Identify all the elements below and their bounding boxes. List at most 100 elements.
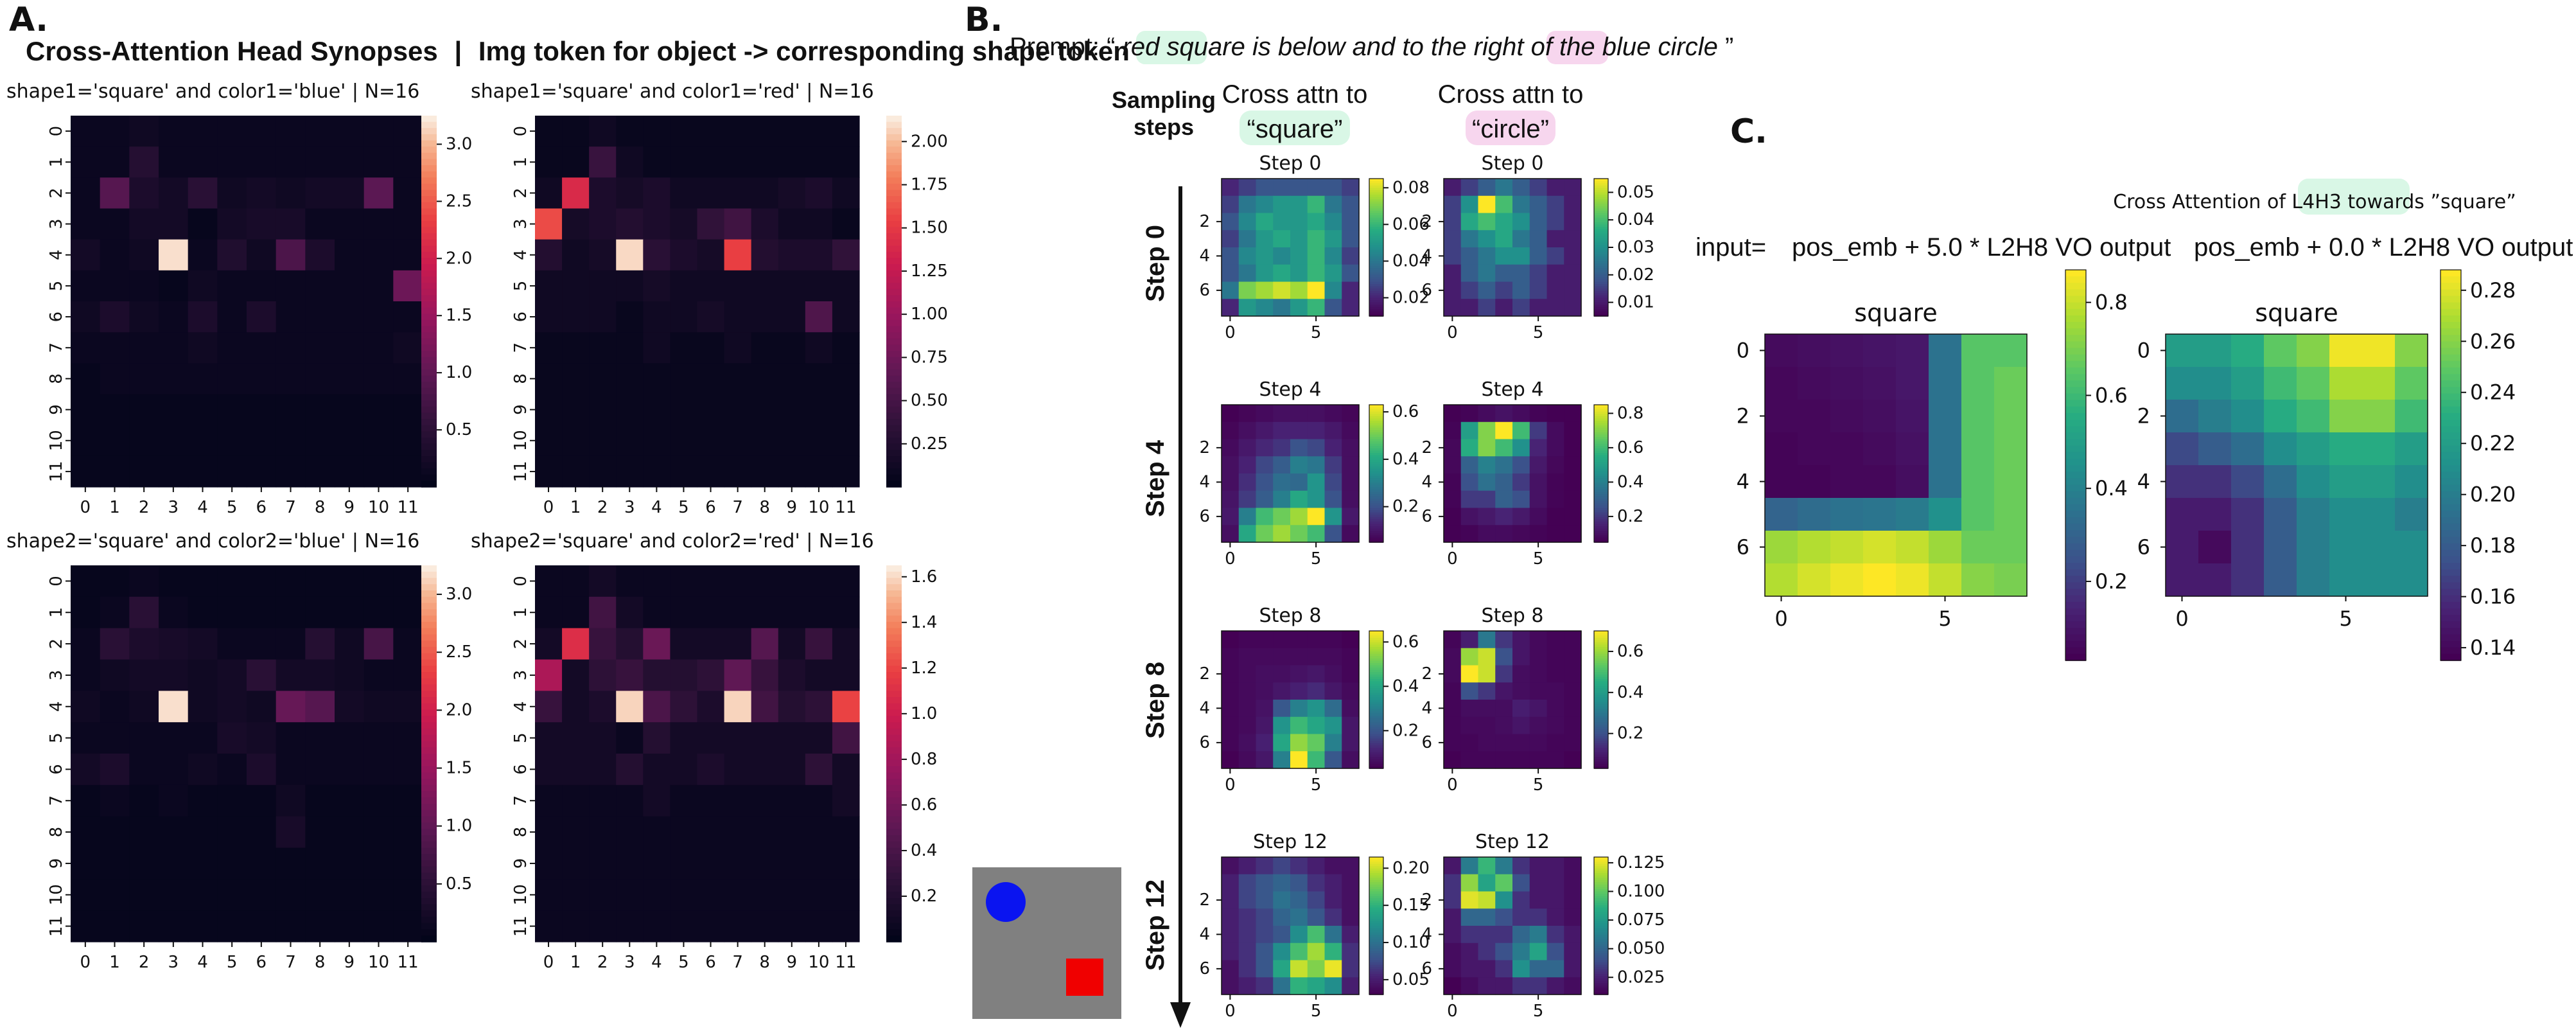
heatmap-cell <box>778 879 806 911</box>
colorbar-segment <box>1594 240 1608 243</box>
heatmap-cell <box>1307 977 1326 995</box>
heatmap-cell <box>1222 525 1240 543</box>
x-tick-label: 9 <box>344 498 355 517</box>
heatmap-cell <box>1564 421 1582 440</box>
heatmap-cell <box>276 301 306 333</box>
colorbar-segment <box>1594 272 1608 276</box>
heatmap-cell <box>335 784 365 817</box>
heatmap-cell <box>589 116 617 147</box>
colorbar-segment <box>886 747 902 754</box>
heatmap-cell <box>71 363 101 395</box>
heatmap-cell <box>616 816 644 849</box>
colorbar-segment <box>1369 427 1383 431</box>
colorbar-segment <box>1369 875 1383 878</box>
heatmap-cell <box>1830 432 1864 466</box>
heatmap-cell <box>217 394 247 426</box>
heatmap-cell <box>2297 334 2330 367</box>
colorbar-segment <box>1369 985 1383 989</box>
colorbar-segment <box>1369 729 1383 732</box>
x-tick-label: 5 <box>1533 549 1544 569</box>
heatmap-cell <box>276 816 306 849</box>
colorbar-segment <box>1594 674 1608 678</box>
heatmap-cell <box>100 910 130 942</box>
colorbar-segment <box>1594 745 1608 748</box>
heatmap-cell <box>1546 648 1564 666</box>
heatmap-cell <box>1290 682 1308 700</box>
heatmap-cell <box>697 456 725 488</box>
heatmap-cell <box>535 146 563 178</box>
colorbar-segment <box>1369 896 1383 899</box>
colorbar-segment <box>886 822 902 829</box>
colorbar-segment <box>1369 973 1383 977</box>
heatmap-cell <box>1994 563 2028 597</box>
heatmap-cell <box>217 879 247 911</box>
heatmap-cell <box>1896 563 1929 597</box>
heatmap-cell <box>188 425 218 457</box>
heatmap-cell <box>247 208 277 240</box>
heatmap-cell <box>1529 421 1548 440</box>
colorbar-segment <box>886 779 902 786</box>
heatmap-cell <box>364 332 394 364</box>
colorbar-tick-label: 0.02 <box>1392 288 1430 307</box>
heatmap-cell <box>1222 977 1240 995</box>
colorbar-segment <box>1594 293 1608 296</box>
heatmap-cell <box>276 691 306 723</box>
colorbar-segment <box>1594 519 1608 522</box>
colorbar-segment <box>1369 912 1383 915</box>
heatmap-cell <box>805 239 833 271</box>
colorbar-segment <box>1594 222 1608 226</box>
colorbar-segment <box>1594 912 1608 915</box>
colorbar-segment <box>886 691 902 698</box>
colorbar-segment <box>886 190 902 197</box>
heatmap-cell <box>2166 334 2199 367</box>
colorbar-segment <box>886 128 902 135</box>
heatmap-cell <box>1222 734 1240 752</box>
colorbar-segment <box>2440 393 2461 401</box>
heatmap-cell <box>1830 531 1864 564</box>
heatmap-cell <box>1495 421 1513 440</box>
heatmap-cell <box>335 722 365 754</box>
x-tick-label: 5 <box>227 953 238 972</box>
y-tick-label: 8 <box>511 373 530 384</box>
colorbar-segment <box>1369 503 1383 506</box>
heatmap-cell <box>1222 281 1240 299</box>
heatmap-cell <box>1307 874 1326 892</box>
heatmap-cell <box>751 910 779 942</box>
colorbar-segment <box>1369 665 1383 668</box>
heatmap-cell <box>1238 247 1257 265</box>
heatmap-cell <box>129 879 159 911</box>
heatmap-cell <box>1564 751 1582 769</box>
heatmap-cell <box>305 394 335 426</box>
colorbar-segment <box>1594 455 1608 458</box>
heatmap-cell <box>1307 891 1326 909</box>
colorbar-segment <box>1369 930 1383 933</box>
colorbar-segment <box>1594 665 1608 668</box>
colorbar-segment <box>1594 983 1608 986</box>
colorbar-segment <box>421 646 437 654</box>
colorbar-segment <box>421 375 437 383</box>
x-tick-label: 9 <box>787 498 798 517</box>
heatmap-cell <box>1342 891 1360 909</box>
heatmap-cell <box>1342 508 1360 526</box>
colorbar-tick-label: 0.2 <box>1617 724 1643 743</box>
colorbar-segment <box>2440 615 2461 622</box>
heatmap-cell <box>1529 648 1548 666</box>
heatmap-cell <box>1512 857 1530 875</box>
heatmap-charts: shape1='square' and color1='blue' | N=16… <box>6 80 2516 1021</box>
colorbar-segment <box>1594 930 1608 933</box>
heatmap-cell <box>1290 648 1308 666</box>
colorbar-segment <box>421 784 437 792</box>
colorbar-segment <box>1369 878 1383 881</box>
colorbar-segment <box>2440 426 2461 434</box>
heatmap-cell <box>535 239 563 271</box>
heatmap-cell <box>589 910 617 942</box>
colorbar-segment <box>421 481 437 488</box>
heatmap-cell <box>670 456 698 488</box>
heatmap-cell <box>616 691 644 723</box>
heatmap-cell <box>1564 230 1582 248</box>
colorbar-segment <box>1594 921 1608 924</box>
heatmap-cell <box>1256 179 1274 197</box>
heatmap-cell <box>393 659 423 691</box>
heatmap-cell <box>805 456 833 488</box>
